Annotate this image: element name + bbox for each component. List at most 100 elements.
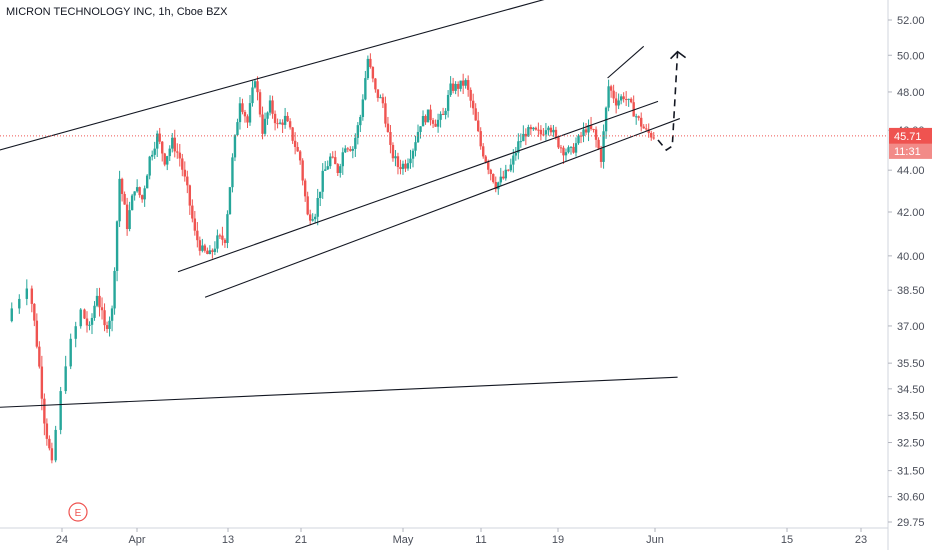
- candle-body: [193, 218, 197, 231]
- candle-body: [178, 152, 181, 159]
- candle-body: [324, 169, 327, 171]
- candle-body: [115, 221, 119, 271]
- candle-body: [431, 120, 435, 124]
- candle-body: [396, 156, 400, 168]
- candle-body: [231, 157, 234, 188]
- earnings-marker[interactable]: [68, 502, 88, 522]
- candle-body: [537, 129, 540, 131]
- candle-body: [549, 127, 553, 133]
- last-price-value: 45.71: [894, 131, 922, 143]
- candle-body: [494, 181, 497, 190]
- price-tick-label: 35.50: [897, 358, 925, 370]
- candle-body: [33, 303, 36, 321]
- candle-body: [100, 307, 104, 311]
- candle-body: [401, 163, 405, 170]
- candle-body: [439, 113, 442, 120]
- trendline-rising-wedge-top[interactable]: [607, 45, 645, 79]
- candle-body: [211, 250, 214, 252]
- candle-body: [406, 163, 410, 169]
- time-axis[interactable]: 24 Apr 13 21 May 11 19 Jun 15 23: [0, 527, 888, 546]
- candle-body: [266, 112, 269, 119]
- candle-body: [361, 99, 365, 118]
- candle-body: [532, 127, 535, 130]
- candle-body: [196, 230, 199, 241]
- candle-body: [414, 142, 417, 151]
- candle-body: [497, 182, 500, 190]
- candle-body: [384, 103, 387, 124]
- price-tick-label: 29.75: [897, 517, 925, 529]
- candle-body: [527, 127, 530, 137]
- candle-body: [632, 102, 635, 117]
- candle-body: [331, 156, 334, 158]
- candle-body: [514, 152, 518, 156]
- candle-body: [296, 146, 299, 152]
- last-price-badge: 45.71 11:31: [889, 127, 932, 159]
- candle-body: [103, 310, 106, 326]
- candle-body: [93, 305, 96, 318]
- last-price-box: [889, 127, 932, 144]
- candle-body: [301, 160, 304, 181]
- candle-body: [504, 169, 507, 179]
- candle-body: [619, 96, 623, 101]
- candle-body: [83, 309, 86, 319]
- candle-body: [326, 166, 329, 170]
- candle-body: [226, 214, 229, 244]
- candle-body: [609, 86, 613, 91]
- candle-body: [456, 83, 460, 89]
- candle-body: [191, 205, 194, 219]
- candle-body: [268, 100, 272, 113]
- candle-body: [59, 391, 62, 430]
- candle-body: [105, 325, 109, 329]
- price-tick-label: 44.00: [897, 165, 925, 177]
- trendline-middle-channel[interactable]: [177, 100, 659, 273]
- earnings-marker-label: E: [75, 508, 82, 519]
- chart-title: MICRON TECHNOLOGY INC, 1h, Cboe BZX: [6, 6, 228, 18]
- time-tick-label: May: [393, 534, 414, 546]
- candle-body: [243, 111, 247, 117]
- price-axis[interactable]: 52.0050.0048.0046.0044.0042.0040.0038.50…: [887, 0, 925, 550]
- candle-body: [650, 132, 653, 138]
- candle-body: [10, 308, 13, 322]
- candle-body: [163, 153, 166, 165]
- candle-body: [85, 318, 89, 326]
- candle-body: [281, 122, 284, 125]
- candle-body: [186, 176, 189, 186]
- candle-body: [40, 366, 44, 399]
- candle-body: [645, 128, 648, 130]
- candle-body: [43, 398, 46, 424]
- trendline-long-support[interactable]: [0, 376, 678, 408]
- candle-body: [311, 219, 314, 221]
- candle-body: [286, 115, 289, 122]
- event-layer[interactable]: E: [68, 502, 88, 522]
- candle-body: [150, 154, 154, 157]
- candle-body: [48, 438, 51, 449]
- trendline-lower-channel[interactable]: [204, 118, 681, 298]
- candle-body: [507, 169, 510, 171]
- candle-body: [479, 131, 482, 147]
- candle-body: [441, 113, 445, 115]
- candle-body: [482, 146, 485, 157]
- candle-body: [306, 196, 309, 215]
- candle-body: [371, 66, 375, 79]
- candle-body: [161, 141, 164, 154]
- candle-body: [399, 167, 402, 170]
- candle-body: [487, 162, 490, 170]
- candle-body: [376, 89, 380, 98]
- candle-body: [293, 140, 297, 147]
- candle-body: [158, 133, 161, 142]
- candle-body: [426, 109, 430, 123]
- candle-body: [364, 78, 367, 100]
- candle-body: [313, 216, 317, 220]
- projection-path[interactable]: [657, 51, 679, 152]
- trendline-upper-channel[interactable]: [0, 0, 556, 151]
- candle-body: [579, 135, 583, 137]
- candle-body: [411, 150, 415, 159]
- price-tick-label: 31.50: [897, 466, 925, 478]
- candle-body: [640, 117, 643, 127]
- candle-body: [461, 80, 465, 86]
- candle-body: [559, 147, 563, 149]
- candle-body: [572, 146, 575, 153]
- price-tick-label: 38.50: [897, 285, 925, 297]
